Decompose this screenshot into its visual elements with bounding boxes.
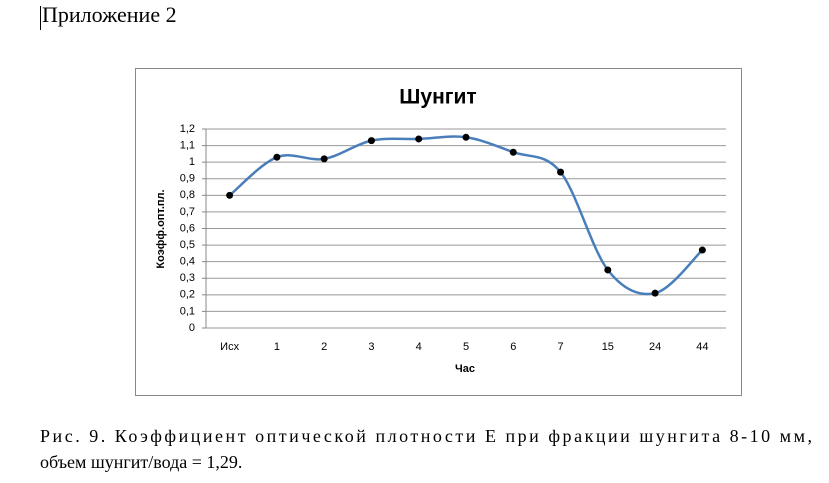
data-point [462,133,470,141]
data-point [415,135,423,143]
x-axis-label: Час [455,363,475,375]
caption-line: Рис. 9. Коэффициент оптической плотности… [40,426,812,446]
x-tick-label: Исх [220,341,239,353]
x-tick-label: 3 [368,341,374,353]
data-point [557,168,565,176]
y-tick-label: 1,2 [180,123,195,135]
data-point [273,153,281,161]
y-tick-label: 0,9 [180,173,195,185]
data-point [367,137,375,145]
data-point [509,148,517,156]
x-tick-label: 5 [463,341,469,353]
data-point [698,246,706,254]
data-point [651,289,659,297]
x-tick-label: 15 [602,341,614,353]
x-tick-label: 7 [557,341,563,353]
y-tick-label: 1 [189,156,195,168]
y-tick-label: 0,1 [180,305,195,317]
y-tick-label: 0,7 [180,206,195,218]
y-tick-label: 0,6 [180,222,195,234]
x-tick-label: 1 [274,341,280,353]
y-tick-label: 0,5 [180,239,195,251]
y-tick-label: 1,1 [180,139,195,151]
y-tick-label: 0 [189,322,195,334]
x-tick-label: 2 [321,341,327,353]
y-tick-label: 0,3 [180,272,195,284]
data-point [320,155,328,163]
y-tick-label: 0,2 [180,289,195,301]
x-tick-label: 24 [649,341,661,353]
chart-title: Шунгит [399,86,476,109]
caption-line: объем шунгит/вода = 1,29. [40,452,242,472]
data-point [604,266,612,274]
data-point [226,191,234,199]
x-tick-label: 4 [416,341,422,353]
data-line [228,135,704,296]
y-axis-label: Коэфф.опт.пл. [155,189,167,268]
y-tick-label: 0,4 [180,256,195,268]
x-tick-label: 44 [696,341,708,353]
header-title: Приложение 2 [42,2,177,27]
y-tick-label: 0,8 [180,189,195,201]
x-tick-label: 6 [510,341,516,353]
chart-frame [135,68,742,396]
